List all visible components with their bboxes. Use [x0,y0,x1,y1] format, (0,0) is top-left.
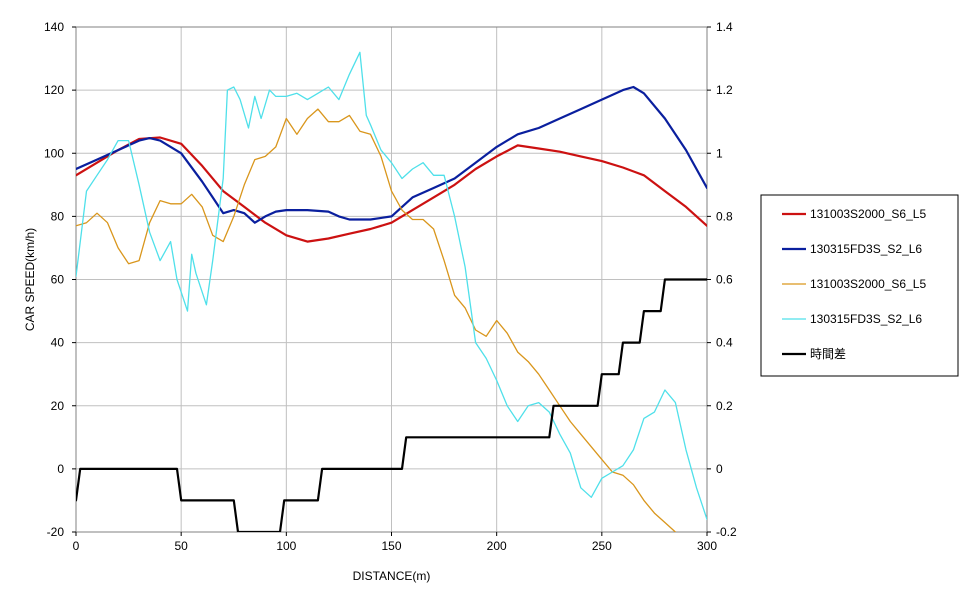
x-tick-label: 300 [697,539,717,553]
y-tick-label: 120 [44,83,64,97]
x-tick-label: 250 [592,539,612,553]
y-axis-title: CAR SPEED(km/h) [23,228,37,331]
legend-label-0: 131003S2000_S6_L5 [810,207,926,221]
legend-box [760,194,959,377]
x-tick-label: 50 [174,539,188,553]
legend-label-3: 130315FD3S_S2_L6 [810,312,922,326]
y2-tick-label: 1 [716,146,723,160]
series-line-2 [76,108,677,532]
y-tick-label: 80 [51,209,65,223]
y2-tick-label: 1.2 [716,83,733,97]
y-tick-label: 40 [51,336,65,350]
y2-tick-label: 1.4 [716,20,733,34]
y2-tick-label: 0.2 [716,399,733,413]
legend-label-2: 131003S2000_S6_L5 [810,277,926,291]
y2-tick-label: -0.2 [716,525,737,539]
y2-tick-label: 0.4 [716,336,733,350]
x-tick-label: 0 [73,539,80,553]
series-line-4 [76,278,707,532]
x-tick-label: 100 [276,539,296,553]
x-tick-label: 150 [381,539,401,553]
y-tick-label: -20 [47,525,65,539]
series-line-0 [76,136,707,243]
y-tick-label: 20 [51,399,65,413]
y-tick-label: 60 [51,273,65,287]
y2-tick-label: 0.6 [716,273,733,287]
series-line-1 [76,85,707,224]
series-line-3 [76,51,707,521]
x-tick-label: 200 [487,539,507,553]
y2-tick-label: 0.8 [716,209,733,223]
y-tick-label: 0 [57,462,64,476]
legend-label-4: 時間差 [810,347,846,361]
legend-label-1: 130315FD3S_S2_L6 [810,242,922,256]
y-tick-label: 140 [44,20,64,34]
y-tick-label: 100 [44,146,64,160]
y2-tick-label: 0 [716,462,723,476]
x-axis-title: DISTANCE(m) [353,569,431,583]
